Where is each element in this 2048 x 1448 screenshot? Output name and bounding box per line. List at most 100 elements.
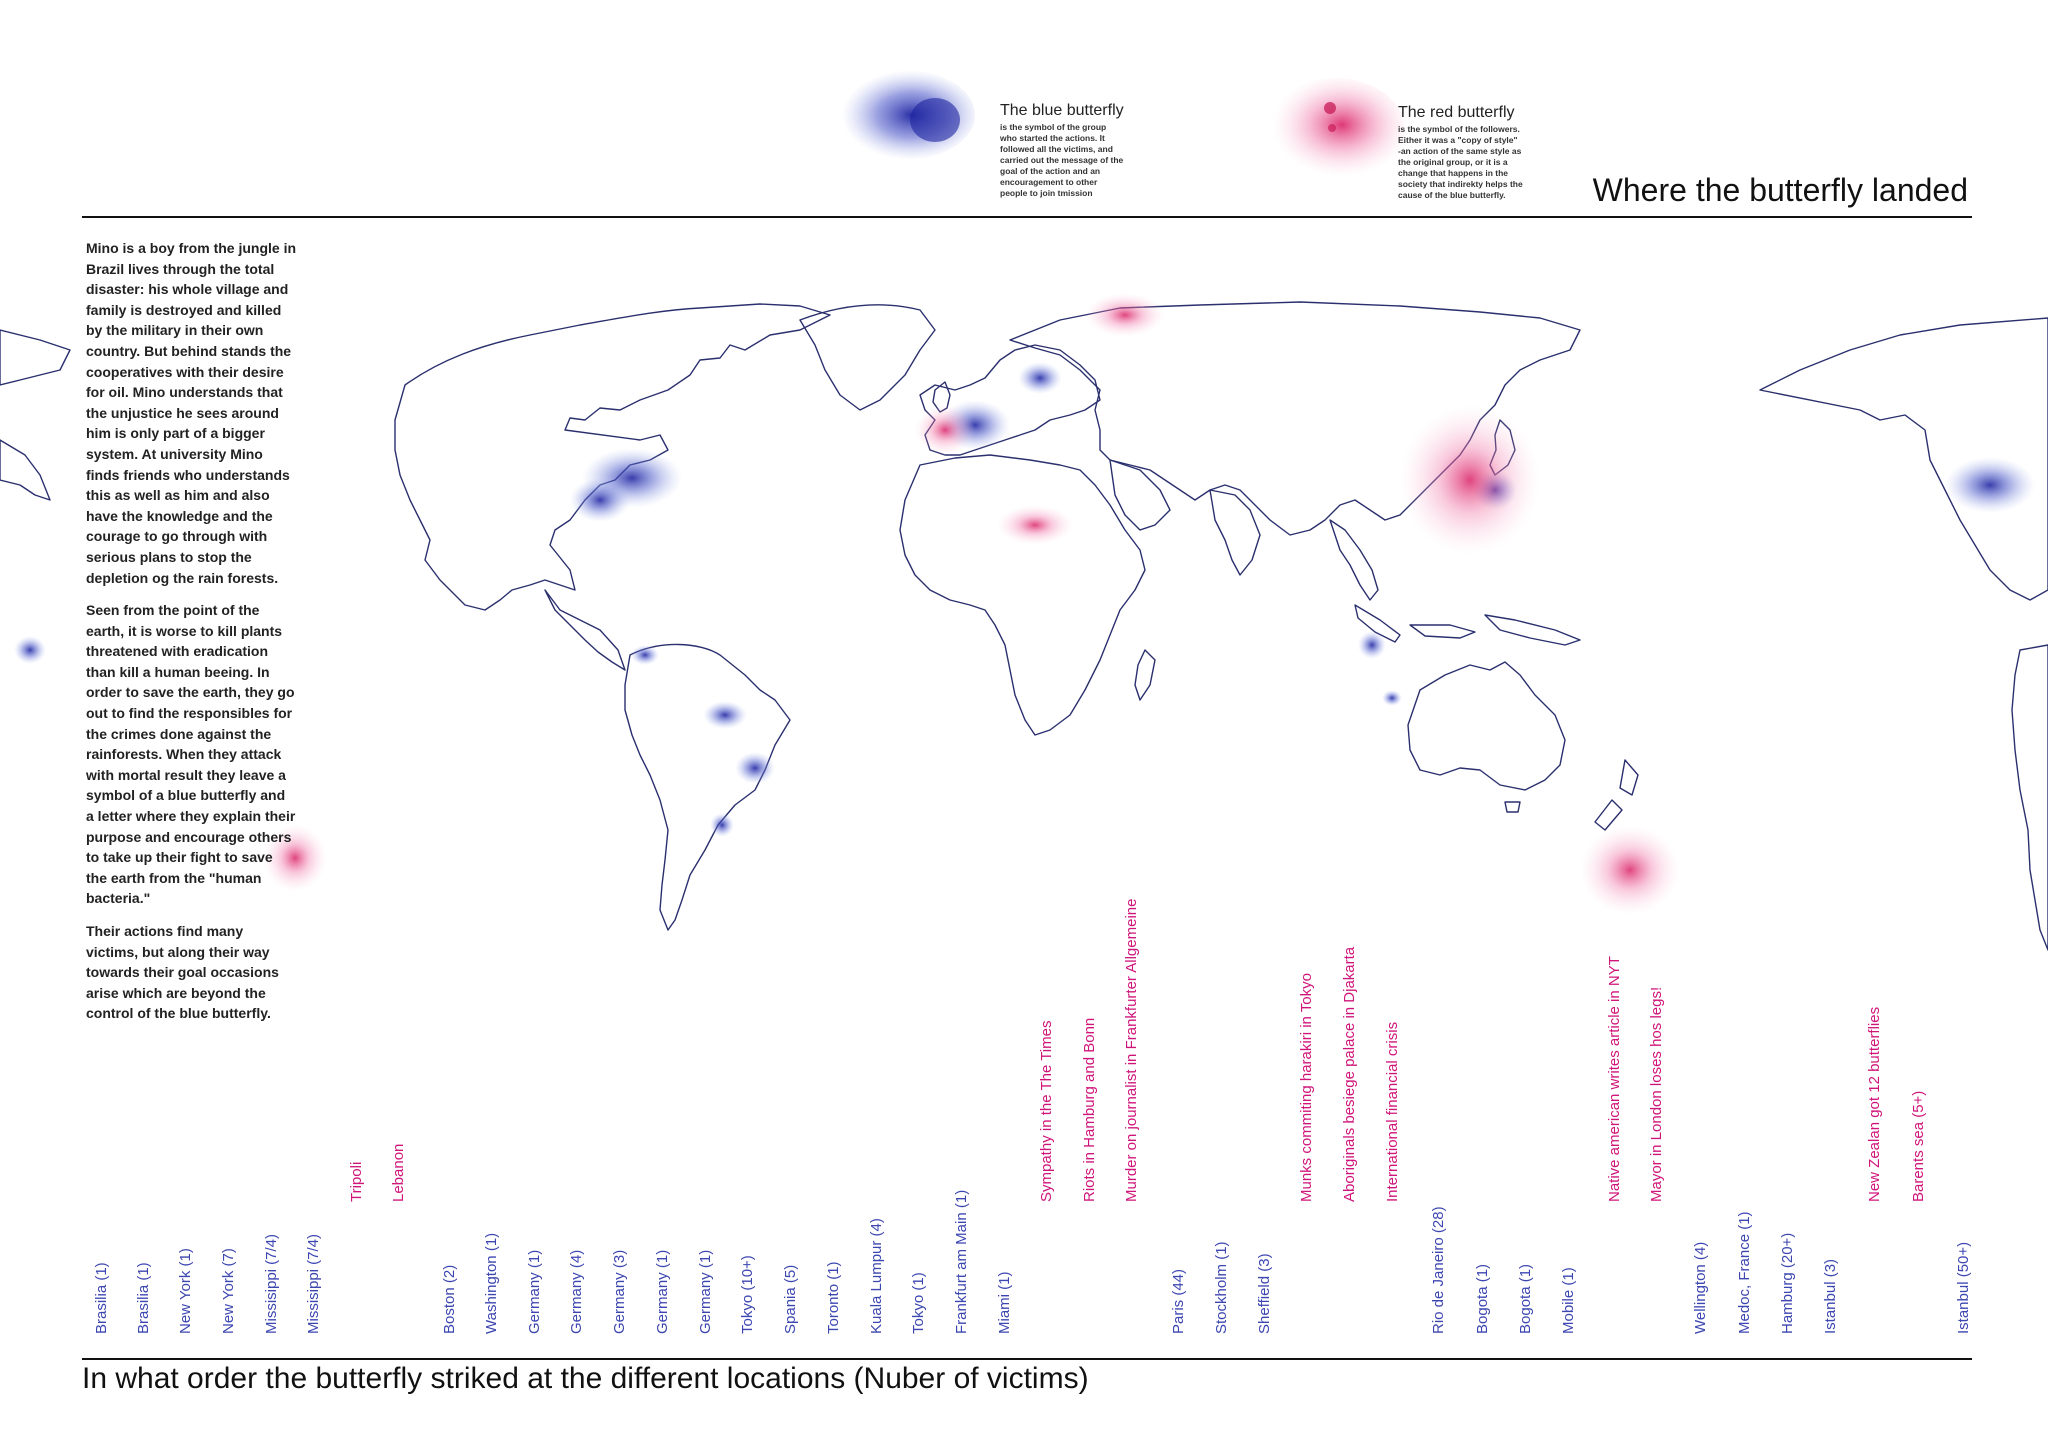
blue-spot-jakarta xyxy=(1382,690,1402,706)
legend-line: people to join tmission xyxy=(1000,188,1093,198)
legend-line: the original group, or it is a xyxy=(1398,157,1508,167)
timeline-event-red: Tripoli xyxy=(348,1161,365,1202)
australia-outline xyxy=(1407,661,1566,791)
legend-line: Either it was a "copy of style" xyxy=(1398,135,1518,145)
legend-line: -an action of the same style as xyxy=(1398,146,1522,156)
red-spot-new-zealand xyxy=(1580,825,1680,915)
legend-line: is the symbol of the followers. xyxy=(1398,124,1520,134)
timeline-event-blue: Rio de Janeiro (28) xyxy=(1430,1206,1447,1334)
timeline-event-red: Native american writes article in NYT xyxy=(1606,956,1623,1202)
timeline-event-blue: Wellington (4) xyxy=(1692,1241,1709,1334)
legend-line: is the symbol of the group xyxy=(1000,122,1107,132)
red-spot-barents-sea xyxy=(1085,293,1165,337)
timeline-event-blue: Medoc, France (1) xyxy=(1736,1211,1753,1334)
red-butterfly-description: is the symbol of the followers. Either i… xyxy=(1398,124,1548,201)
red-butterfly-swatch xyxy=(1265,78,1405,182)
new-zealand-outline xyxy=(1594,759,1639,831)
red-spot-europe xyxy=(915,405,975,455)
timeline-event-blue: Hamburg (20+) xyxy=(1779,1232,1796,1334)
timeline-event-blue: Paris (44) xyxy=(1170,1268,1187,1334)
blue-spot-stockholm xyxy=(1018,362,1062,394)
southeast-asia-outline xyxy=(1329,519,1379,601)
timeline-event-blue: Missisippi (7/4) xyxy=(263,1233,280,1334)
world-map xyxy=(0,293,2048,951)
legend-line: cause of the blue butterfly. xyxy=(1398,190,1506,200)
timeline-event-blue: Bogota (1) xyxy=(1474,1263,1491,1334)
north-america-repeat-outline xyxy=(1759,317,2048,601)
timeline-event-red: New Zealan got 12 butterflies xyxy=(1866,1006,1883,1202)
legend-line: carried out the message of the xyxy=(1000,155,1124,165)
blue-spot-argentina xyxy=(710,813,734,837)
red-spot-tripoli xyxy=(997,505,1073,545)
legend-line: encouragement to other xyxy=(1000,177,1098,187)
red-butterfly-title: The red butterfly xyxy=(1398,104,1515,121)
timeline-event-red: Munks commiting harakiri in Tokyo xyxy=(1298,973,1315,1202)
tasmania-outline xyxy=(1504,801,1521,813)
madagascar-outline xyxy=(1134,649,1156,701)
north-america-outline xyxy=(394,303,831,611)
timeline-event-red: Lebanon xyxy=(390,1143,407,1202)
greenland-outline xyxy=(799,304,936,411)
timeline-event-blue: New York (7) xyxy=(220,1248,237,1334)
blue-spot-rio xyxy=(735,752,775,784)
legend-line: followed all the victims, and xyxy=(1000,144,1113,154)
red-butterfly-spots xyxy=(263,293,1680,915)
timeline-event-blue: Germany (1) xyxy=(697,1249,714,1334)
timeline-event-blue: Boston (2) xyxy=(441,1264,458,1334)
timeline-event-red: Riots in Hamburg and Bonn xyxy=(1081,1017,1098,1202)
timeline-title: In what order the butterfly striked at t… xyxy=(82,1362,1089,1395)
asia-repeat-outline xyxy=(0,329,71,501)
timeline-event-blue: Brasilia (1) xyxy=(135,1262,152,1334)
timeline-event-red: Mayor in London loses hos legs! xyxy=(1648,986,1665,1202)
central-america-outline xyxy=(544,589,626,671)
legend-line: society that indirekty helps the xyxy=(1398,179,1523,189)
timeline-event-blue: Washington (1) xyxy=(483,1232,500,1334)
timeline-event-red: Aboriginals besiege palace in Djakarta xyxy=(1341,946,1358,1202)
story-paragraph: Seen from the point of the earth, it is … xyxy=(86,602,296,907)
timeline-event-blue: Germany (4) xyxy=(568,1249,585,1334)
timeline-event-blue: Bogota (1) xyxy=(1517,1263,1534,1334)
bottom-divider xyxy=(82,1358,1972,1360)
africa-outline xyxy=(899,454,1146,736)
blue-spot-right-edge xyxy=(1945,457,2035,513)
story-paragraph: Mino is a boy from the jungle in Brazil … xyxy=(86,240,297,586)
blue-spot-kuala-lumpur xyxy=(1358,631,1386,659)
timeline-event-blue: Germany (3) xyxy=(611,1249,628,1334)
timeline-event-blue: Brasilia (1) xyxy=(93,1262,110,1334)
timeline-event-blue: Toronto (1) xyxy=(825,1261,842,1334)
blue-butterfly-description: is the symbol of the group who started t… xyxy=(1000,122,1150,199)
legend-line: change that happens in the xyxy=(1398,168,1509,178)
timeline-event-blue: Germany (1) xyxy=(654,1249,671,1334)
timeline-event-red: Barents sea (5+) xyxy=(1910,1090,1927,1202)
timeline-event-blue: Spania (5) xyxy=(782,1264,799,1334)
timeline-event-blue: Miami (1) xyxy=(996,1271,1013,1335)
timeline-event-blue: Sheffield (3) xyxy=(1256,1253,1273,1334)
timeline-event-blue: Istanbul (50+) xyxy=(1955,1241,1972,1334)
red-spot-left-edge xyxy=(263,824,327,892)
timeline-event-blue: Tokyo (1) xyxy=(910,1272,927,1334)
india-arabia-outline xyxy=(1109,459,1261,576)
asia-outline xyxy=(1009,301,1581,536)
timeline-event-red: Murder on journalist in Frankfurter Allg… xyxy=(1123,898,1140,1202)
blue-butterfly-swatch xyxy=(835,70,975,160)
blue-spot-brasilia xyxy=(703,701,747,729)
legend-line: goal of the action and an xyxy=(1000,166,1101,176)
page-title: Where the butterfly landed xyxy=(1592,172,1968,208)
timeline-event-blue: Kuala Lumpur (4) xyxy=(868,1218,885,1334)
indonesia-outline xyxy=(1354,604,1581,646)
blue-spot-washington xyxy=(570,478,630,522)
timeline-event-blue: Missisippi (7/4) xyxy=(305,1233,322,1334)
top-divider xyxy=(82,216,1972,218)
blue-butterfly-title: The blue butterfly xyxy=(1000,102,1124,119)
timeline-event-red: International financial crisis xyxy=(1384,1021,1401,1202)
story-paragraph: Their actions find many victims, but alo… xyxy=(86,923,279,1022)
timeline-event-blue: Mobile (1) xyxy=(1560,1267,1577,1334)
legend-line: who started the actions. It xyxy=(1000,133,1105,143)
blue-spot-left-edge xyxy=(14,636,46,664)
timeline-event-blue: New York (1) xyxy=(177,1248,194,1334)
red-spot-china xyxy=(1400,405,1540,555)
south-america-repeat-outline xyxy=(2011,644,2048,951)
blue-spot-bogota xyxy=(631,645,659,665)
south-america-outline xyxy=(624,643,791,931)
timeline-event-blue: Tokyo (10+) xyxy=(739,1255,756,1334)
